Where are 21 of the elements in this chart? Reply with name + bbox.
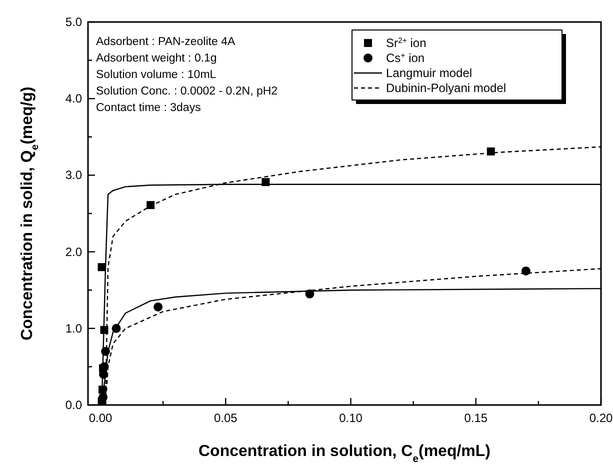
y-tick-label: 3.0: [65, 168, 82, 182]
legend-label: Cs$^{+}$ ion: [386, 50, 425, 65]
legend-label: Dubinin-Polyani model: [386, 81, 506, 95]
x-tick-label: 0.15: [464, 411, 488, 425]
x-axis-title: Concentration in solution, C$_{e}$(meq/mL): [198, 443, 490, 464]
annotation: Adsorbent weight : 0.1g: [96, 52, 217, 64]
x-tick-label: 0.00: [88, 411, 113, 425]
y-tick-label: 0.0: [65, 398, 82, 412]
annotation: Contact time : 3days: [96, 102, 202, 114]
legend-label: Langmuir model: [386, 66, 472, 80]
x-tick-label: 0.05: [214, 411, 238, 425]
x-tick-label: 0.20: [589, 411, 613, 425]
annotation: Adsorbent : PAN-zeolite 4A: [96, 36, 236, 48]
annotation: Solution volume : 10mL: [96, 69, 217, 81]
y-tick-label: 2.0: [65, 244, 82, 259]
y-tick-label: 5.0: [65, 15, 82, 29]
x-tick-label: 0.10: [339, 411, 363, 425]
legend-label: Sr$^{2+}$ ion: [386, 36, 426, 50]
y-tick-label: 1.0: [65, 321, 82, 336]
y-tick-label: 4.0: [65, 92, 82, 106]
annotation: Solution Conc. : 0.0002 - 0.2N, pH2: [96, 86, 278, 98]
